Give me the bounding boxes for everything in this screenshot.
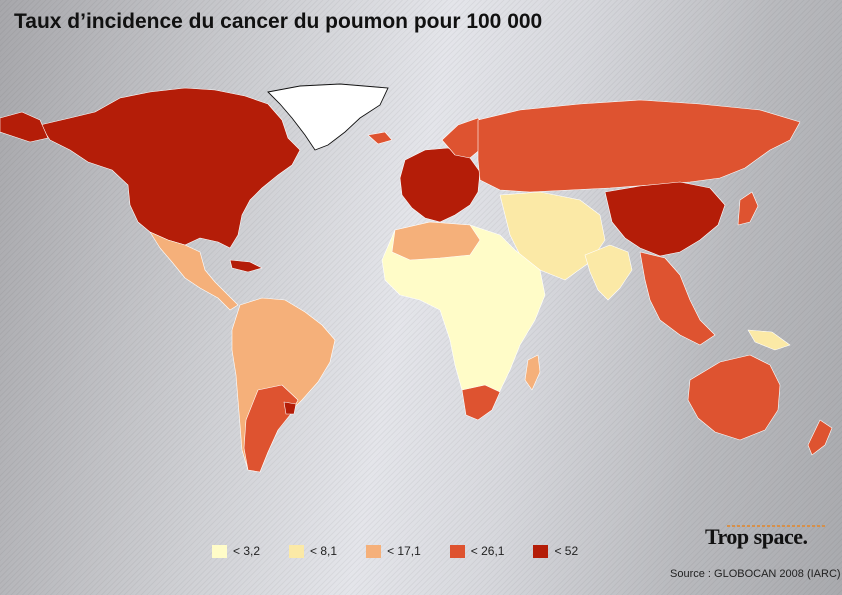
region-caribbean (229, 259, 263, 273)
region-papua (747, 329, 791, 351)
brand-decoration (727, 525, 825, 527)
source-credit: Source : GLOBOCAN 2008 (IARC) (670, 568, 841, 580)
legend-label: < 17,1 (387, 544, 421, 558)
legend-item: < 26,1 (449, 544, 505, 558)
legend-swatch (212, 544, 227, 558)
region-iceland (367, 131, 393, 145)
region-new-zealand (807, 419, 833, 456)
legend-item: < 52 (533, 544, 578, 558)
region-uruguay (283, 401, 297, 415)
legend-label: < 8,1 (310, 544, 338, 558)
region-mexico (149, 231, 239, 311)
region-south-africa (461, 384, 501, 421)
legend-item: < 3,2 (212, 544, 260, 558)
region-russia (477, 99, 801, 193)
map-legend: < 3,2 < 8,1 < 17,1 < 26,1 < 52 (212, 544, 607, 558)
region-india (584, 244, 633, 301)
region-southeast-asia (639, 251, 716, 346)
region-china (604, 181, 726, 257)
region-europe (399, 147, 481, 223)
legend-label: < 3,2 (233, 544, 261, 558)
region-australia (687, 354, 781, 441)
legend-item: < 8,1 (289, 544, 337, 558)
legend-swatch (366, 544, 382, 558)
legend-label: < 26,1 (470, 544, 505, 558)
region-greenland (267, 83, 389, 151)
legend-label: < 52 (554, 544, 579, 558)
brand-logo: Trop space. (705, 524, 808, 549)
map-title: Taux d’incidence du cancer du poumon pou… (14, 10, 543, 33)
legend-swatch (533, 544, 549, 558)
legend-swatch (449, 544, 465, 558)
region-japan (737, 191, 759, 226)
region-middle-east (499, 191, 606, 281)
region-north-america (39, 87, 301, 249)
region-alaska (0, 111, 49, 143)
legend-item: < 17,1 (366, 544, 421, 558)
legend-swatch (289, 544, 305, 558)
region-north-africa (391, 221, 481, 261)
region-madagascar (524, 354, 541, 391)
